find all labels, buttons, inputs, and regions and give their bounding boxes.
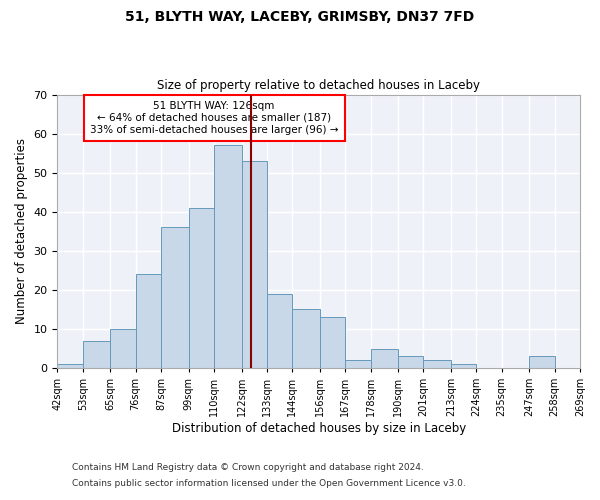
Bar	[451, 364, 476, 368]
Bar	[345, 360, 371, 368]
Bar	[188, 208, 214, 368]
Bar	[267, 294, 292, 368]
Text: 51, BLYTH WAY, LACEBY, GRIMSBY, DN37 7FD: 51, BLYTH WAY, LACEBY, GRIMSBY, DN37 7FD	[125, 10, 475, 24]
Text: 51 BLYTH WAY: 126sqm
← 64% of detached houses are smaller (187)
33% of semi-deta: 51 BLYTH WAY: 126sqm ← 64% of detached h…	[90, 102, 338, 134]
Title: Size of property relative to detached houses in Laceby: Size of property relative to detached ho…	[157, 79, 480, 92]
Y-axis label: Number of detached properties: Number of detached properties	[15, 138, 28, 324]
Bar	[242, 161, 267, 368]
Bar	[110, 329, 136, 368]
Bar	[320, 318, 345, 368]
Bar	[214, 146, 242, 368]
Bar	[161, 228, 188, 368]
X-axis label: Distribution of detached houses by size in Laceby: Distribution of detached houses by size …	[172, 422, 466, 435]
Bar	[398, 356, 424, 368]
Bar	[136, 274, 161, 368]
Bar	[83, 340, 110, 368]
Bar	[292, 310, 320, 368]
Bar	[371, 348, 398, 368]
Bar	[529, 356, 554, 368]
Text: Contains HM Land Registry data © Crown copyright and database right 2024.: Contains HM Land Registry data © Crown c…	[72, 464, 424, 472]
Bar	[58, 364, 83, 368]
Bar	[424, 360, 451, 368]
Text: Contains public sector information licensed under the Open Government Licence v3: Contains public sector information licen…	[72, 478, 466, 488]
